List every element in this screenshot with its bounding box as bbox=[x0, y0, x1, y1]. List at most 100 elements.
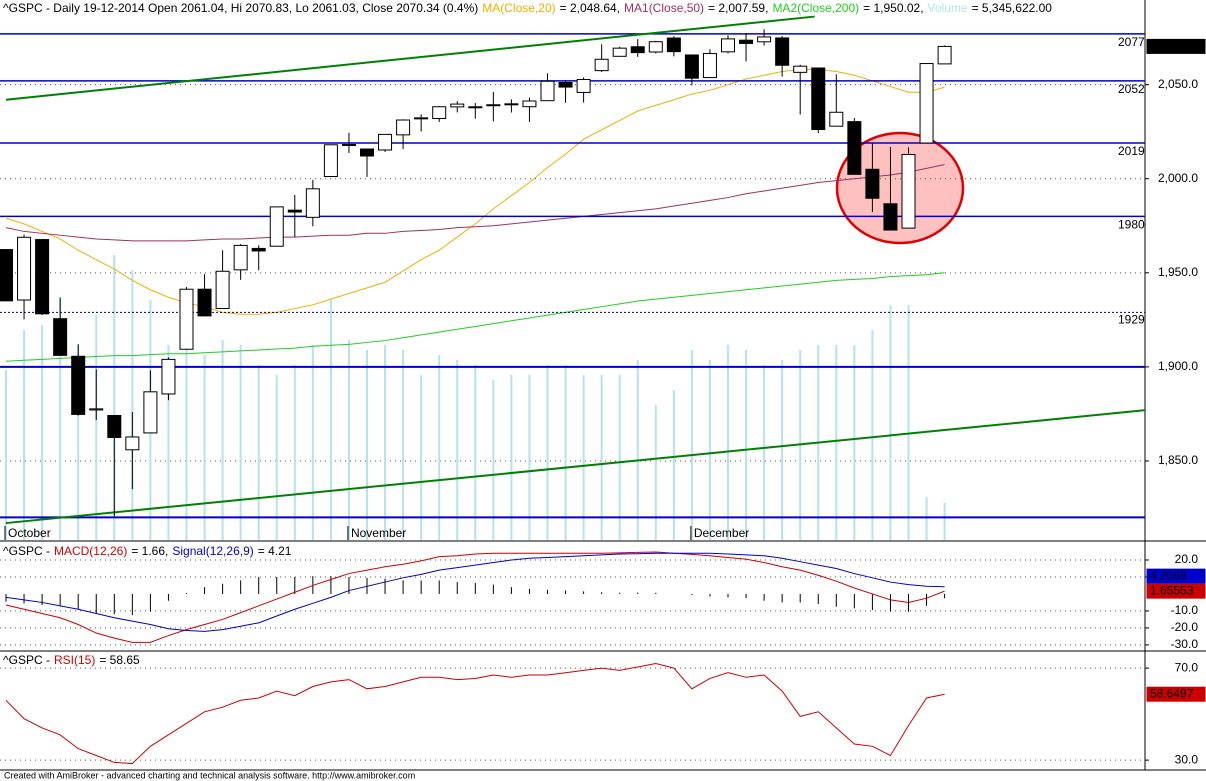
y-tick-label: 70.0 bbox=[1175, 660, 1199, 674]
legend-value: = 2,007.59, bbox=[708, 1, 768, 15]
volume-bar bbox=[275, 375, 278, 540]
volume-bar bbox=[564, 365, 567, 540]
volume-bar bbox=[293, 365, 296, 540]
candle-body bbox=[396, 119, 411, 136]
volume-bar bbox=[167, 345, 170, 540]
volume-bar bbox=[925, 497, 928, 540]
candle-body bbox=[793, 65, 808, 73]
value-box-label: 2,070.34 bbox=[1150, 39, 1197, 53]
volume-bar bbox=[329, 300, 332, 540]
candle-body bbox=[323, 144, 338, 177]
candle-body bbox=[414, 117, 429, 120]
chart-title: ^GSPC - Daily 19-12-2014 Open 2061.04, H… bbox=[3, 1, 1052, 15]
volume-bar bbox=[5, 370, 7, 540]
volume-bar bbox=[727, 345, 729, 540]
level-label: 1929 bbox=[1118, 313, 1145, 327]
legend-value: = 4.21 bbox=[258, 544, 292, 558]
candle-body bbox=[143, 391, 158, 434]
y-tick-label: 30.0 bbox=[1175, 752, 1199, 766]
value-box bbox=[1146, 686, 1206, 702]
candle-body bbox=[594, 58, 609, 72]
candle-body bbox=[612, 47, 627, 57]
candle-body bbox=[35, 239, 50, 315]
candle-body bbox=[558, 81, 573, 88]
candle-body bbox=[901, 153, 916, 229]
candle-body bbox=[341, 143, 356, 146]
value-box-label: 1.65553 bbox=[1150, 583, 1194, 597]
level-label: 1980 bbox=[1118, 218, 1145, 232]
volume-bar bbox=[546, 365, 549, 540]
y-tick-label: -10.0 bbox=[1171, 603, 1199, 617]
y-tick-label: 20.0 bbox=[1175, 552, 1199, 566]
candle-body bbox=[107, 414, 122, 438]
candle-body bbox=[486, 104, 501, 107]
x-tick-label: December bbox=[694, 526, 749, 540]
candle-body bbox=[450, 103, 465, 108]
legend-value: = 5,345,622.00 bbox=[972, 1, 1053, 15]
value-box bbox=[1146, 568, 1206, 584]
candle-body bbox=[179, 288, 194, 350]
indicator-line bbox=[5, 552, 945, 632]
volume-bar bbox=[41, 325, 44, 540]
candle-body bbox=[630, 46, 645, 54]
candle-body bbox=[89, 408, 104, 411]
volume-bar bbox=[871, 330, 874, 540]
candle-body bbox=[829, 111, 844, 127]
trendline bbox=[5, 409, 1146, 525]
legend-name: Signal(12,26,9) bbox=[172, 544, 253, 558]
candle-body bbox=[937, 45, 952, 65]
candle-body bbox=[360, 148, 374, 157]
value-box bbox=[1146, 583, 1206, 599]
volume-bar bbox=[654, 405, 657, 540]
pane-title: ^GSPC - RSI(15) = 58.65 bbox=[3, 653, 140, 667]
volume-bar bbox=[59, 300, 62, 540]
candle-body bbox=[847, 121, 862, 175]
value-box-label: 4.2069 bbox=[1150, 568, 1187, 582]
candle-body bbox=[721, 38, 735, 53]
volume-bar bbox=[23, 330, 26, 540]
candle-body bbox=[71, 355, 86, 415]
candle-body bbox=[251, 247, 266, 252]
volume-bar bbox=[690, 350, 693, 540]
volume-bar bbox=[781, 360, 784, 540]
candle-body bbox=[125, 436, 140, 451]
candle-body bbox=[865, 168, 880, 199]
y-tick-label: 1,850.0 bbox=[1158, 453, 1198, 467]
volume-bar bbox=[221, 340, 224, 540]
footer: Created with AmiBroker - advanced charti… bbox=[4, 770, 415, 780]
volume-bar bbox=[618, 375, 621, 540]
candle-body bbox=[378, 133, 393, 151]
volume-bar bbox=[420, 375, 423, 540]
legend-value: = 2,048.64, bbox=[560, 1, 620, 15]
volume-bar bbox=[745, 350, 748, 540]
volume-bar bbox=[257, 365, 260, 540]
highlight-circle bbox=[835, 131, 965, 245]
candle-body bbox=[161, 358, 176, 395]
y-tick-label: -20.0 bbox=[1171, 620, 1199, 634]
volume-bar bbox=[77, 345, 80, 540]
candle-body bbox=[197, 288, 212, 317]
candle-body bbox=[702, 53, 717, 79]
volume-bar bbox=[510, 375, 513, 540]
x-tick-label: October bbox=[8, 526, 51, 540]
volume-bar bbox=[889, 305, 892, 540]
volume-bar bbox=[943, 503, 946, 540]
volume-bar bbox=[95, 315, 98, 540]
legend-name: MACD(12,26) bbox=[54, 544, 127, 558]
volume-bar bbox=[311, 345, 314, 540]
volume-bar bbox=[708, 360, 711, 540]
candle-body bbox=[522, 100, 537, 108]
indicator-line bbox=[5, 551, 945, 643]
legend-name: RSI(15) bbox=[54, 653, 95, 667]
volume-bar bbox=[113, 255, 116, 540]
ma-line bbox=[5, 272, 945, 362]
candle-body bbox=[504, 103, 519, 106]
candle-body bbox=[53, 318, 68, 356]
volume-bar bbox=[600, 375, 603, 540]
volume-bar bbox=[438, 355, 441, 540]
candle-body bbox=[468, 106, 483, 109]
legend-name: Volume bbox=[928, 1, 968, 15]
candle-body bbox=[648, 41, 663, 53]
candle-body bbox=[883, 203, 898, 231]
